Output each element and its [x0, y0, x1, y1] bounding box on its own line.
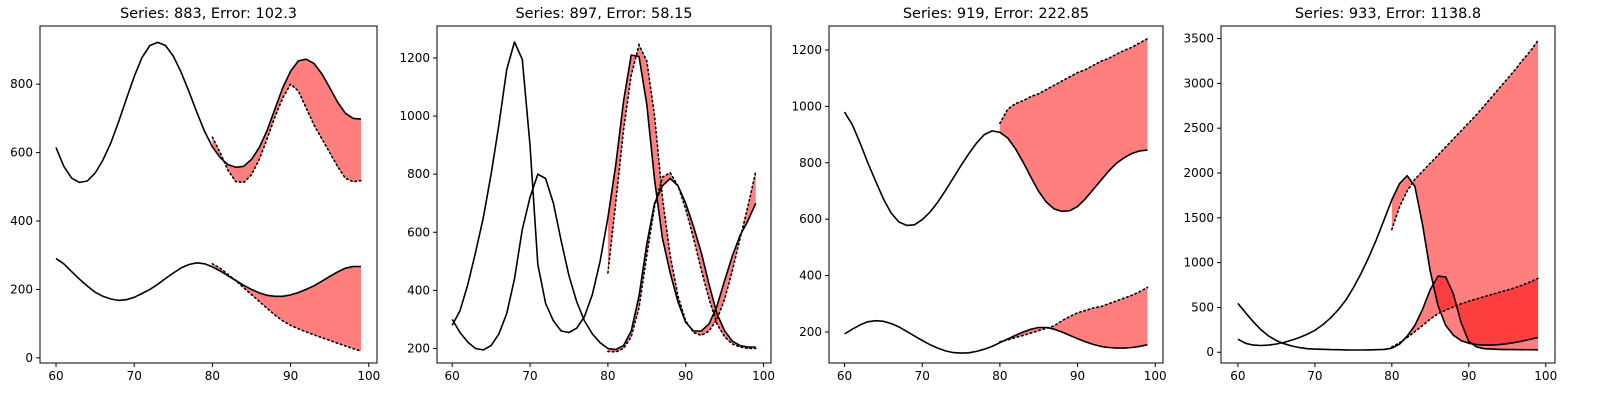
y-tick-label: 0 [1206, 345, 1214, 359]
y-tick-label: 400 [10, 214, 33, 228]
y-tick-label: 200 [407, 341, 430, 355]
y-tick-label: 800 [10, 77, 33, 91]
error-band [212, 263, 361, 351]
x-tick-label: 70 [915, 369, 930, 383]
panel-3: Series: 919, Error: 222.85 60 70 80 90 100 20… [791, 6, 1166, 383]
forecast-line [607, 171, 757, 353]
series-line [55, 257, 361, 302]
y-tick-label: 1200 [399, 51, 430, 65]
y-tick-label: 2000 [1183, 166, 1214, 180]
y-tick-label: 3500 [1183, 32, 1214, 46]
x-tick-label: 70 [127, 369, 142, 383]
y-tick-label: 600 [10, 146, 33, 160]
y-tick-label: 1000 [791, 99, 822, 113]
series-line [451, 41, 757, 334]
x-tick-label: 80 [205, 369, 220, 383]
plot-area [55, 41, 362, 352]
y-tick-label: 600 [407, 225, 430, 239]
x-tick-label: 90 [1070, 369, 1085, 383]
y-tick-label: 3000 [1183, 76, 1214, 90]
series-line [843, 111, 1148, 227]
x-tick-label: 60 [837, 369, 852, 383]
forecast-line [999, 37, 1149, 125]
x-tick-label: 100 [752, 369, 775, 383]
forecast-line [999, 286, 1149, 343]
y-tick-label: 0 [25, 351, 33, 365]
x-tick-label: 60 [1230, 369, 1245, 383]
panel-4: Series: 933, Error: 1138.8 60 70 80 90 10005… [1183, 6, 1557, 383]
x-tick-label: 80 [1384, 369, 1399, 383]
forecast-line [1391, 277, 1539, 348]
series-line [451, 173, 756, 351]
axes-frame [828, 25, 1164, 364]
panel-title: Series: 933, Error: 1138.8 [1295, 6, 1481, 22]
error-band [999, 38, 1148, 212]
x-tick-label: 100 [357, 369, 380, 383]
y-tick-label: 200 [799, 325, 822, 339]
plot-area [843, 37, 1149, 354]
error-band [212, 59, 361, 183]
y-tick-label: 1500 [1183, 211, 1214, 225]
error-band [999, 287, 1148, 349]
series-line [55, 41, 362, 184]
x-tick-label: 100 [1534, 369, 1557, 383]
y-tick-label: 1200 [791, 43, 822, 57]
forecast-line [211, 262, 362, 352]
y-tick-label: 1000 [1183, 256, 1214, 270]
x-tick-label: 60 [445, 369, 460, 383]
x-tick-label: 90 [1461, 369, 1476, 383]
series-line [1237, 174, 1539, 347]
y-tick-label: 800 [799, 156, 822, 170]
panel-title: Series: 883, Error: 102.3 [120, 6, 297, 22]
panel-title: Series: 919, Error: 222.85 [903, 6, 1089, 22]
y-tick-label: 600 [799, 212, 822, 226]
panel-title: Series: 897, Error: 58.15 [515, 6, 692, 22]
panel-2: Series: 897, Error: 58.15 60 70 80 90 100 200… [399, 6, 775, 383]
y-tick-label: 200 [10, 282, 33, 296]
y-tick-label: 400 [799, 269, 822, 283]
x-tick-label: 80 [992, 369, 1007, 383]
y-tick-label: 500 [1191, 300, 1214, 314]
plot-area [451, 41, 757, 353]
series-line [844, 319, 1148, 354]
series-line [1237, 275, 1539, 351]
x-tick-label: 60 [48, 369, 63, 383]
x-tick-label: 70 [522, 369, 537, 383]
plot-area [1237, 39, 1539, 351]
axes-frame [39, 25, 378, 364]
x-tick-label: 90 [283, 369, 298, 383]
error-band [1391, 40, 1539, 346]
y-tick-label: 1000 [399, 109, 430, 123]
forecast-line [607, 42, 757, 337]
x-tick-label: 90 [678, 369, 693, 383]
forecast-line [1391, 39, 1539, 231]
y-tick-label: 800 [407, 167, 430, 181]
x-tick-label: 100 [1144, 369, 1167, 383]
x-tick-label: 80 [600, 369, 615, 383]
forecast-line [211, 82, 362, 184]
axes-frame [1220, 25, 1556, 364]
y-tick-label: 2500 [1183, 121, 1214, 135]
panel-1: Series: 883, Error: 102.3 60 70 80 90 100 0 20… [10, 6, 380, 383]
x-tick-label: 70 [1307, 369, 1322, 383]
y-tick-label: 400 [407, 283, 430, 297]
axes-frame [436, 25, 772, 364]
